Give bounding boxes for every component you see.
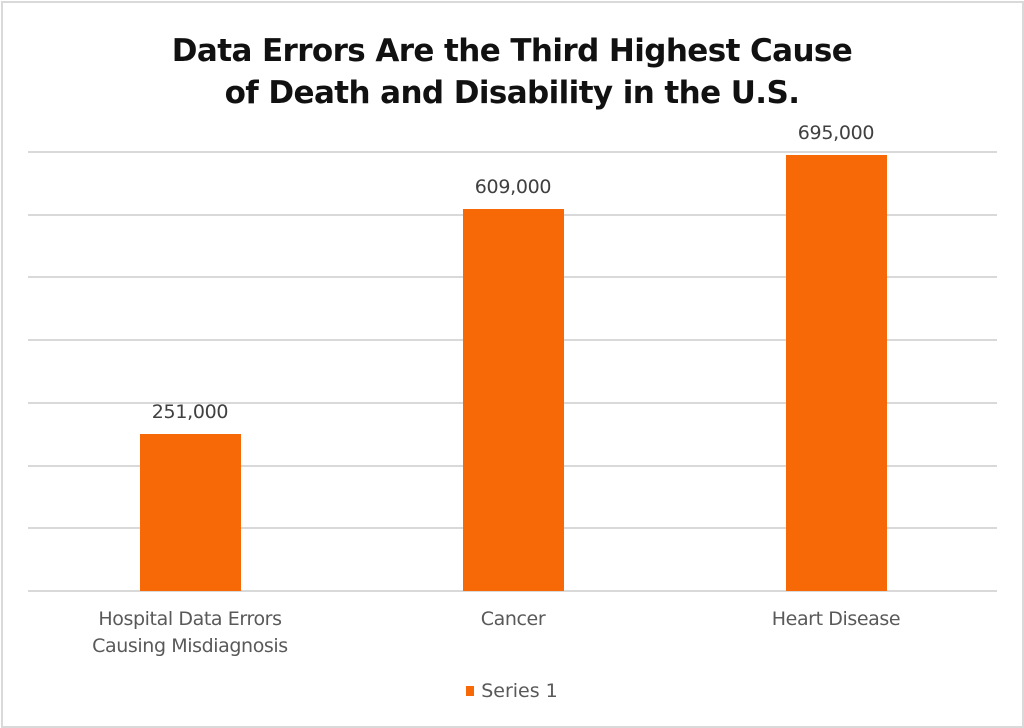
data-label: 609,000: [474, 176, 552, 199]
category-label: Heart Disease: [686, 606, 986, 633]
x-axis-baseline: [28, 590, 997, 592]
bar[interactable]: [785, 155, 887, 591]
category-label-line: Causing Misdiagnosis: [92, 635, 288, 657]
bar[interactable]: [462, 209, 564, 591]
plot-area: 251,000 Hospital Data Errors Causing Misdi…: [28, 0, 997, 728]
category-label-line: Hospital Data Errors: [98, 608, 282, 630]
data-label: 251,000: [151, 400, 229, 423]
chart-title-line-2: of Death and Disability in the U.S.: [224, 75, 800, 111]
chart-title-line-1: Data Errors Are the Third Highest Cause: [171, 33, 853, 69]
category-label: Hospital Data Errors Causing Misdiagnosis: [40, 606, 340, 660]
category-label-line: Cancer: [480, 608, 546, 630]
legend: Series 1: [0, 679, 1024, 702]
gridline: [28, 151, 997, 153]
category-label-line: Heart Disease: [771, 608, 901, 630]
data-label: 695,000: [797, 122, 875, 145]
chart-title: Data Errors Are the Third Highest Cause …: [0, 30, 1024, 114]
category-label: Cancer: [363, 606, 663, 633]
bar[interactable]: [139, 433, 241, 591]
legend-label: Series 1: [481, 680, 558, 702]
legend-entry[interactable]: Series 1: [466, 680, 558, 702]
legend-swatch-icon: [466, 686, 475, 696]
